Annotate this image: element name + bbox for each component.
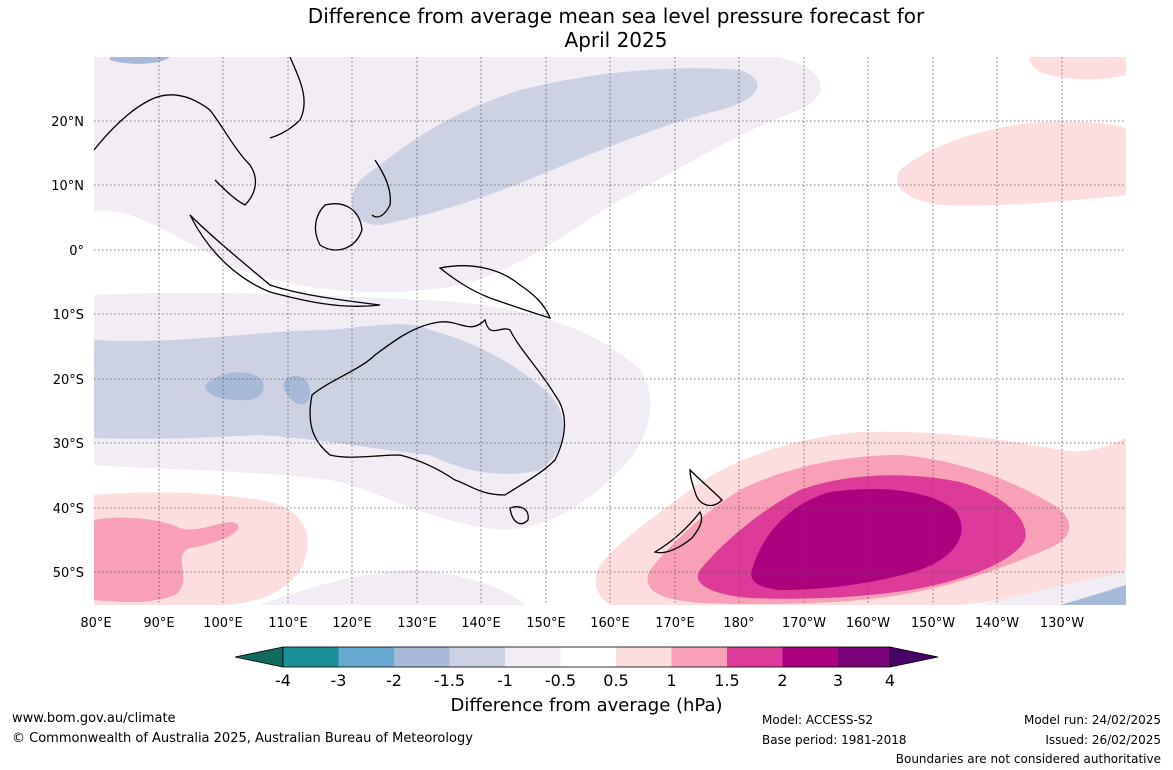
colorbar-segment <box>394 647 450 667</box>
colorbar-tick: -0.5 <box>544 671 577 690</box>
lon-label-100e: 100°E <box>203 616 243 631</box>
australia-coastline <box>309 318 566 496</box>
lat-label-20n: 20°N <box>51 115 84 130</box>
colorbar-segment <box>727 647 783 667</box>
lon-label-130e: 130°E <box>397 616 437 631</box>
philippines-coastline <box>371 159 391 218</box>
lat-label-10s: 10°S <box>53 308 84 323</box>
lat-label-20s: 20°S <box>53 373 84 388</box>
colorbar-frame <box>282 646 891 668</box>
latitude-labels: 20°N 10°N 0° 10°S 20°S 30°S 40°S 50°S <box>51 115 84 581</box>
boundaries-disclaimer: Boundaries are not considered authoritat… <box>895 752 1161 766</box>
anomaly-region-minus-1-5-b <box>283 375 311 405</box>
china-coastline <box>269 57 305 139</box>
lon-label-130w: 130°W <box>1040 616 1084 631</box>
colorbar-tick: 2 <box>777 671 788 690</box>
copyright-text: © Commonwealth of Australia 2025, Austra… <box>12 731 473 746</box>
colorbar-tick: -1.5 <box>433 671 466 690</box>
new-zealand-south-coastline <box>653 510 703 554</box>
lon-label-150w: 150°W <box>911 616 955 631</box>
colorbar-segment <box>560 647 616 667</box>
sumatra-java-coastline <box>189 214 381 307</box>
colorbar-tick: 3 <box>832 671 844 690</box>
anomaly-region-plus-1-sw <box>94 517 239 603</box>
model-run-date: Model run: 24/02/2025 <box>1023 713 1161 727</box>
colorbar <box>234 646 939 668</box>
colorbar-segment <box>338 647 394 667</box>
colorbar-segment <box>283 647 339 667</box>
lat-label-0: 0° <box>69 244 84 259</box>
lon-label-170w: 170°W <box>782 616 826 631</box>
colorbar-segment <box>616 647 672 667</box>
gridlines <box>94 57 1126 605</box>
anomaly-region-minus-1-nw <box>110 57 170 64</box>
model-name: Model: ACCESS-S2 <box>762 713 874 727</box>
colorbar-segment <box>449 647 505 667</box>
colorbar-segment <box>782 647 838 667</box>
tasmania-coastline <box>509 506 529 525</box>
lon-label-140e: 140°E <box>461 616 501 631</box>
lon-label-180: 180° <box>723 616 754 631</box>
colorbar-tick: -1 <box>497 671 513 690</box>
new-zealand-north-coastline <box>689 468 723 507</box>
colorbar-tick: -3 <box>330 671 347 690</box>
lat-label-30s: 30°S <box>53 437 84 452</box>
anomaly-region-minus-0-5-sw <box>260 570 525 605</box>
colorbar-tick: -2 <box>386 671 402 690</box>
lat-label-10n: 10°N <box>51 179 84 194</box>
anomaly-shading <box>94 57 1126 605</box>
lon-label-150e: 150°E <box>526 616 566 631</box>
anomaly-region-minus-1-5-a <box>205 372 264 401</box>
lon-label-160w: 160°W <box>846 616 890 631</box>
coastlines <box>94 57 723 554</box>
anomaly-region-minus-1-north <box>351 68 758 226</box>
lon-label-160e: 160°E <box>590 616 630 631</box>
colorbar-segment <box>671 647 727 667</box>
lon-label-90e: 90°E <box>143 616 174 631</box>
colorbar-low-arrow <box>234 646 284 668</box>
lat-label-40s: 40°S <box>53 502 84 517</box>
new-guinea-coastline <box>438 265 552 320</box>
lat-label-50s: 50°S <box>53 566 84 581</box>
anomaly-region-plus-0-5-ne2 <box>1029 57 1126 80</box>
colorbar-tick: 1.5 <box>714 671 740 690</box>
lon-label-80e: 80°E <box>80 616 111 631</box>
colorbar-high-arrow <box>889 646 939 668</box>
lon-label-140w: 140°W <box>975 616 1019 631</box>
issued-date: Issued: 26/02/2025 <box>1045 733 1161 747</box>
base-period: Base period: 1981-2018 <box>762 733 907 747</box>
colorbar-segment <box>838 647 890 667</box>
colorbar-segment <box>505 647 561 667</box>
colorbar-label: Difference from average (hPa) <box>450 695 723 716</box>
lon-label-120e: 120°E <box>332 616 372 631</box>
colorbar-tick: 4 <box>884 671 896 690</box>
longitude-labels: 80°E 90°E 100°E 110°E 120°E 130°E 140°E … <box>80 616 1084 631</box>
colorbar-tick: -4 <box>275 671 291 690</box>
lon-label-110e: 110°E <box>268 616 308 631</box>
anomaly-region-minus-1-south <box>94 324 564 475</box>
colorbar-tick: 0.5 <box>603 671 629 690</box>
title-line-1: Difference from average mean sea level p… <box>307 4 925 28</box>
asia-coastline <box>94 94 257 206</box>
title-line-2: April 2025 <box>564 28 668 52</box>
map-title: Difference from average mean sea level p… <box>0 4 1173 52</box>
borneo-coastline <box>314 203 363 251</box>
anomaly-region-minus-1-se <box>1060 585 1126 605</box>
website-link[interactable]: www.bom.gov.au/climate <box>12 711 176 726</box>
colorbar-tick: 1 <box>666 671 677 690</box>
lon-label-170e: 170°E <box>655 616 695 631</box>
